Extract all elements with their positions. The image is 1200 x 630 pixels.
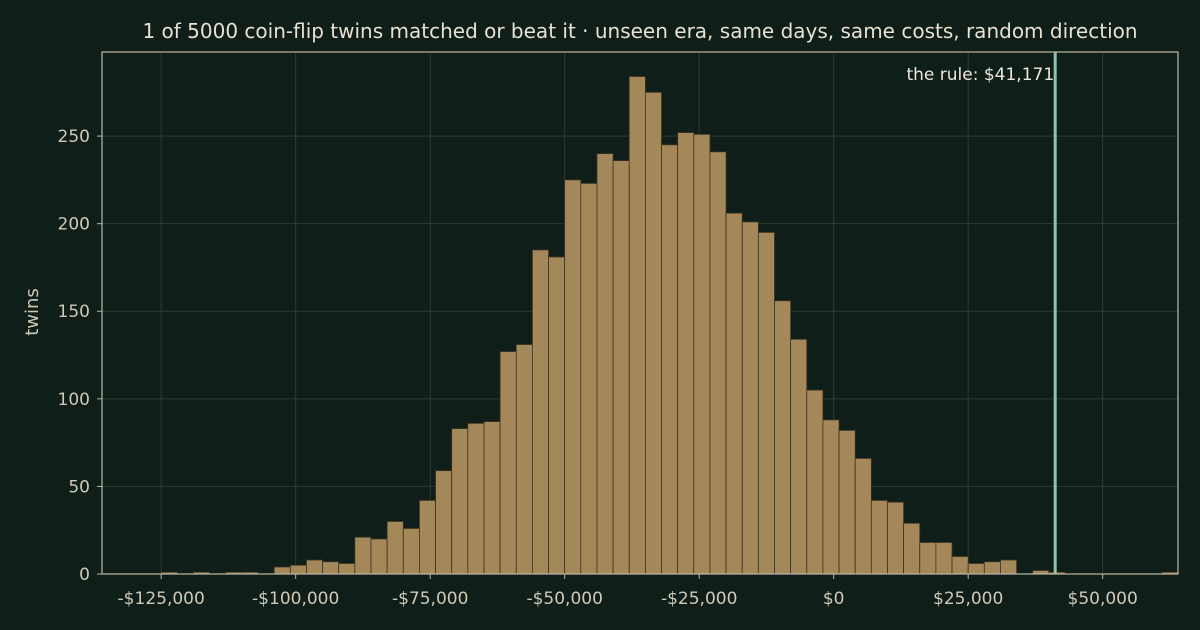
histogram-bar [983, 561, 1001, 575]
histogram-bar [919, 542, 937, 575]
histogram-bar [612, 160, 630, 575]
y-tick-label: 50 [68, 477, 90, 497]
y-tick-label: 200 [58, 215, 90, 235]
y-axis: 0 50 100 150 200 250 [58, 127, 102, 585]
histogram-bar [644, 91, 662, 575]
y-tick-label: 0 [79, 565, 90, 585]
histogram-bar [564, 179, 582, 575]
histogram-bar [289, 564, 307, 575]
histogram-bar [661, 144, 679, 575]
histogram-bar [435, 470, 453, 575]
bars-layer [160, 76, 1179, 575]
y-tick-label: 100 [58, 390, 90, 410]
histogram-bar [838, 429, 856, 575]
x-tick-label: -$25,000 [661, 589, 737, 609]
y-axis-label: twins [22, 288, 43, 336]
histogram-bar [499, 351, 517, 575]
histogram-bar [741, 221, 759, 575]
histogram-bar [757, 232, 775, 575]
histogram-bar [370, 538, 388, 575]
rule-annotation: the rule: $41,171 [906, 65, 1054, 85]
histogram-bar [806, 389, 824, 575]
histogram-bar [725, 212, 743, 575]
histogram-bar [483, 421, 501, 575]
histogram-bar [386, 521, 404, 575]
y-tick-label: 150 [58, 302, 90, 322]
histogram-bar [887, 501, 905, 575]
plot-frame [101, 51, 1179, 575]
histogram-bar [273, 566, 291, 575]
x-tick-label: -$50,000 [526, 589, 602, 609]
histogram-bar [451, 428, 469, 575]
histogram-bar [532, 249, 549, 575]
histogram-bar [774, 300, 792, 575]
histogram-bar [709, 151, 727, 575]
x-axis: -$125,000 -$100,000 -$75,000 -$50,000 -$25,0… [118, 574, 1138, 609]
chart-title: 1 of 5000 coin-flip twins matched or bea… [142, 19, 1137, 43]
histogram-bar [580, 182, 598, 575]
histogram-bar [677, 132, 695, 575]
x-tick-label: $0 [823, 589, 845, 609]
histogram-bar [338, 563, 356, 575]
histogram-bar [402, 528, 420, 575]
histogram-bar [515, 344, 533, 575]
x-tick-label: -$125,000 [118, 589, 205, 609]
histogram-bar [467, 422, 485, 575]
x-tick-label: -$100,000 [252, 589, 339, 609]
x-tick-label: -$75,000 [392, 589, 468, 609]
histogram-bar [935, 542, 953, 575]
histogram-bar [354, 536, 372, 575]
histogram-bar [306, 559, 323, 575]
histogram-bar [322, 561, 340, 575]
histogram-bar [628, 76, 646, 575]
histogram-bar [822, 419, 840, 575]
y-tick-label: 250 [58, 127, 90, 147]
histogram-bar [903, 522, 921, 575]
histogram-bar [548, 256, 566, 575]
x-tick-label: $50,000 [1068, 589, 1138, 609]
histogram-bar [967, 563, 985, 575]
histogram-bar [790, 338, 808, 575]
histogram-bar [870, 500, 888, 575]
highlight-layer: the rule: $41,171 [906, 52, 1057, 574]
histogram-bar [951, 556, 969, 575]
histogram-bar [1000, 559, 1018, 575]
histogram-bar [854, 457, 872, 575]
histogram-bar [596, 153, 614, 575]
histogram-bar [419, 500, 436, 575]
histogram-bar [693, 133, 711, 575]
x-tick-label: $25,000 [933, 589, 1003, 609]
